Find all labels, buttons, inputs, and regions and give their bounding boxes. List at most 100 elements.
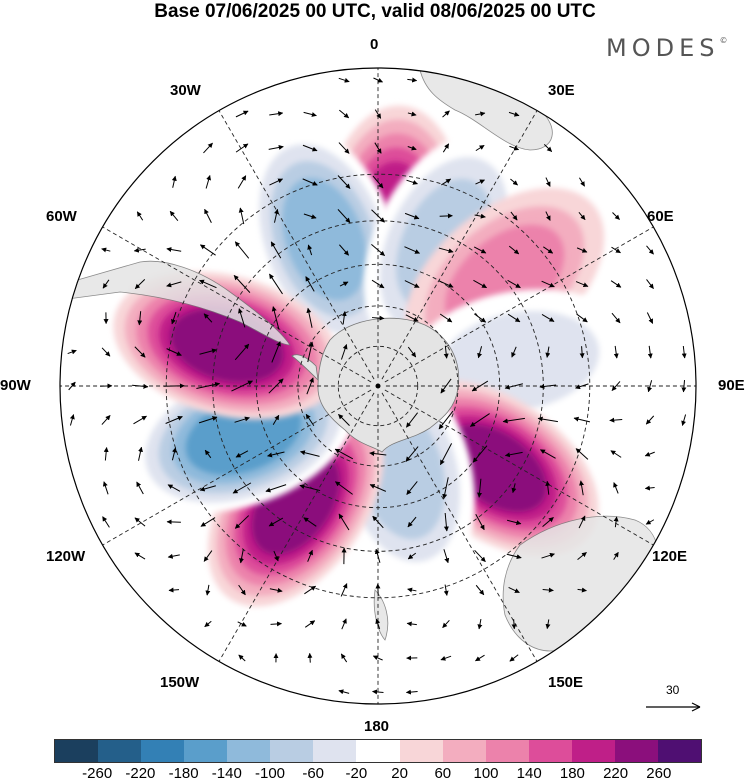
- wind-vector: [443, 345, 449, 359]
- wind-vector: [575, 281, 589, 288]
- wind-vector: [646, 279, 654, 289]
- wind-vector: [234, 343, 250, 361]
- wind-vector: [196, 382, 221, 389]
- colorbar-segment: [184, 740, 228, 762]
- wind-vector: [542, 517, 554, 527]
- wind-vector: [101, 247, 111, 253]
- colorbar-tick-label: -260: [82, 765, 113, 782]
- wind-vector: [203, 142, 213, 154]
- wind-vector: [438, 280, 454, 288]
- wind-vector: [271, 306, 280, 330]
- colorbar-tick-label: 260: [646, 765, 672, 782]
- wind-vector: [541, 314, 555, 322]
- colorbar: [54, 739, 702, 763]
- wind-vector: [475, 111, 486, 117]
- wind-vector: [472, 445, 488, 463]
- wind-vector: [407, 552, 417, 560]
- wind-vector: [439, 443, 453, 466]
- wind-vector: [101, 415, 111, 425]
- wind-vector: [168, 587, 180, 593]
- wind-vector: [541, 552, 555, 559]
- wind-vector: [341, 311, 347, 325]
- chart-title: Base 07/06/2025 00 UTC, valid 08/06/2025…: [154, 1, 596, 22]
- wind-vector: [439, 313, 453, 323]
- wind-vector: [306, 377, 314, 395]
- wind-vector: [265, 484, 287, 493]
- colorbar-segment: [141, 740, 185, 762]
- wind-vector: [372, 655, 383, 661]
- wind-vector: [506, 553, 522, 560]
- wind-vector: [404, 280, 420, 288]
- wind-vector: [371, 209, 385, 223]
- wind-vector: [233, 275, 251, 293]
- wind-vector: [443, 512, 449, 532]
- colorbar-segment: [571, 740, 615, 762]
- colorbar-segment: [356, 740, 400, 762]
- wind-vector: [545, 177, 551, 187]
- wind-vector: [302, 144, 318, 152]
- wind-vector: [205, 174, 212, 189]
- wind-vector: [577, 552, 587, 560]
- wind-vector: [407, 77, 418, 83]
- new-zealand: [373, 589, 389, 641]
- colorbar-segment: [98, 740, 142, 762]
- wind-vector: [169, 210, 179, 222]
- wind-vector: [545, 346, 551, 358]
- wind-vector: [439, 213, 453, 219]
- wind-vector: [510, 211, 518, 221]
- wind-vector: [577, 587, 587, 593]
- reference-arrow-icon: [646, 702, 701, 712]
- lon-label-0: 0: [370, 36, 379, 53]
- antarctica: [317, 317, 460, 453]
- wind-vector: [440, 655, 452, 661]
- wind-vector: [369, 451, 387, 457]
- wind-vector: [166, 348, 182, 356]
- wind-vector: [337, 175, 351, 189]
- wind-vector: [372, 175, 384, 189]
- wind-vector: [235, 143, 249, 153]
- wind-vector: [340, 344, 348, 360]
- wind-vector: [341, 618, 347, 630]
- wind-vector: [576, 247, 588, 253]
- wind-vector: [611, 381, 621, 391]
- wind-vector: [273, 550, 279, 562]
- wind-vector: [511, 619, 517, 630]
- wind-vector: [234, 515, 250, 529]
- wind-vector: [406, 481, 418, 495]
- lon-label-60e: 60E: [647, 208, 674, 225]
- wind-vector: [541, 280, 555, 288]
- wind-vector: [477, 618, 483, 630]
- wind-vector: [475, 654, 485, 662]
- wind-vector: [613, 345, 619, 359]
- lon-label-90w: 90W: [0, 377, 31, 394]
- wind-vector: [442, 619, 450, 629]
- wind-vector: [441, 178, 452, 186]
- wind-vector: [238, 207, 245, 225]
- colorbar-tick-label: 180: [559, 765, 585, 782]
- lon-label-30w: 30W: [170, 82, 201, 99]
- wind-vector: [102, 516, 110, 528]
- wind-vector: [609, 417, 623, 423]
- wind-vector: [681, 345, 687, 359]
- wind-vector: [610, 450, 622, 458]
- wind-vector: [269, 587, 283, 593]
- wind-vector: [613, 482, 619, 494]
- reference-vector: 30: [646, 683, 702, 713]
- wind-vector: [406, 412, 418, 428]
- wind-vector: [542, 587, 554, 593]
- wind-vector: [334, 481, 353, 495]
- wind-vector: [438, 247, 454, 254]
- wind-vector: [646, 312, 654, 324]
- wind-vector: [166, 519, 181, 525]
- lon-label-180: 180: [364, 718, 390, 735]
- wind-vector: [338, 414, 350, 426]
- wind-vector: [300, 450, 320, 457]
- wind-vector: [273, 208, 279, 223]
- wind-vector: [136, 481, 144, 495]
- wind-vector: [198, 416, 218, 424]
- wind-vector: [272, 414, 280, 426]
- wind-vector: [508, 245, 520, 255]
- wind-vector: [203, 550, 213, 562]
- wind-vector: [166, 247, 182, 252]
- wind-vector: [237, 175, 247, 189]
